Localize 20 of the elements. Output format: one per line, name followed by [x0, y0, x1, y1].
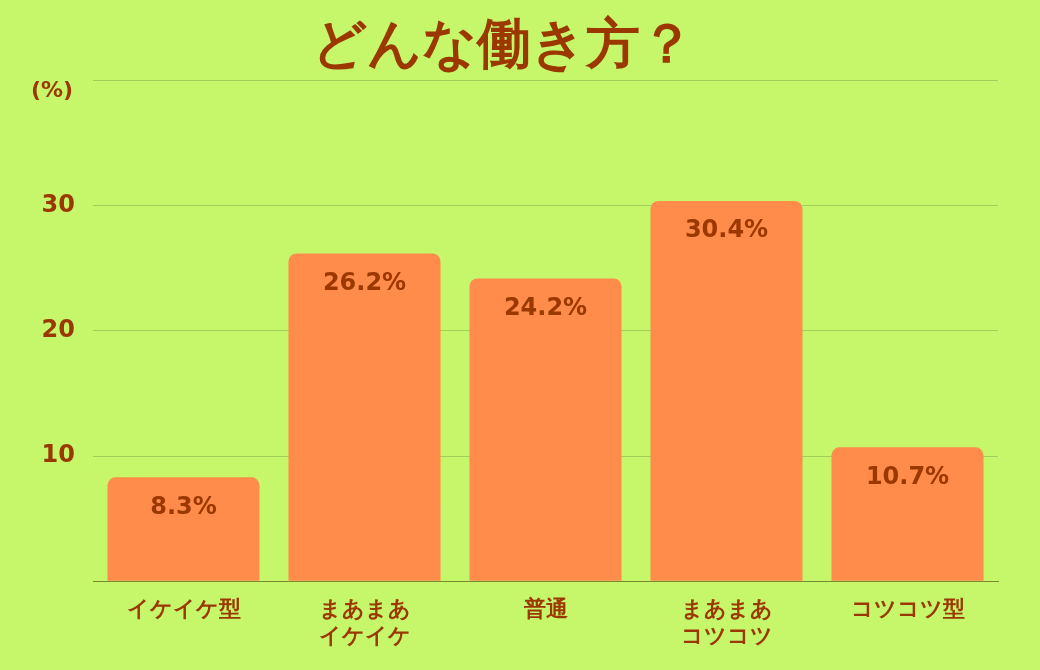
y-axis-title: (%) [30, 76, 74, 102]
bar [650, 200, 803, 581]
bar [288, 253, 441, 581]
bar [469, 278, 622, 581]
x-tick-label: まあまあイケイケ [318, 596, 411, 648]
x-tick-label: 普通 [522, 596, 568, 622]
x-tick-label: まあまあコツコツ [680, 596, 773, 648]
x-tick-label: イケイケ型 [126, 596, 241, 622]
data-label: 26.2% [322, 267, 407, 296]
bar [107, 477, 260, 581]
y-tick-label: 30 [41, 190, 75, 219]
x-tick-label: コツコツ型 [850, 596, 965, 622]
data-label: 24.2% [503, 292, 588, 321]
y-tick-label: 20 [41, 315, 75, 344]
bar [831, 447, 984, 581]
chart-title: どんな働き方？ [312, 12, 694, 76]
data-label: 30.4% [684, 215, 769, 244]
y-tick-label: 10 [41, 440, 75, 469]
data-label: 8.3% [150, 491, 217, 520]
data-label: 10.7% [865, 461, 950, 490]
